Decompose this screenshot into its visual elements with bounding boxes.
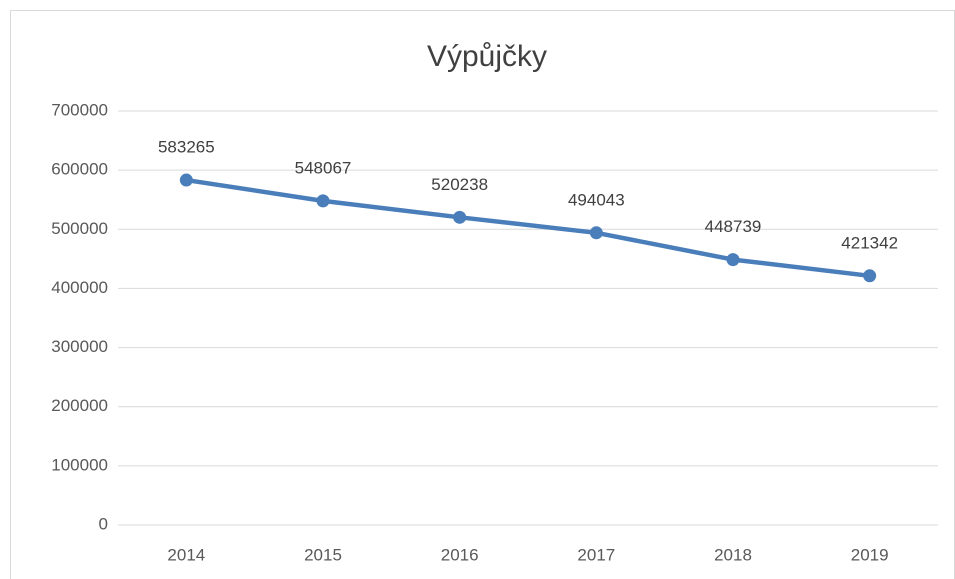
point (726, 253, 740, 267)
data-label: 448739 (705, 217, 762, 236)
point (453, 210, 467, 224)
y-tick-label: 0 (99, 514, 108, 533)
chart-title: Výpůjčky (427, 40, 547, 73)
x-tick-label: 2018 (714, 545, 752, 564)
y-tick-label: 400000 (51, 278, 108, 297)
data-label: 548067 (295, 158, 352, 177)
data-label: 520238 (431, 175, 488, 194)
point (179, 173, 193, 187)
point (863, 269, 877, 283)
data-label: 494043 (568, 190, 625, 209)
point (316, 194, 330, 208)
data-label: 421342 (841, 233, 898, 252)
y-tick-label: 500000 (51, 219, 108, 238)
x-tick-label: 2019 (851, 545, 889, 564)
y-tick-label: 300000 (51, 337, 108, 356)
chart-border (10, 10, 955, 579)
point (589, 226, 603, 240)
x-tick-label: 2015 (304, 545, 342, 564)
data-label: 583265 (158, 138, 215, 157)
x-tick-label: 2017 (577, 545, 615, 564)
y-tick-label: 700000 (51, 100, 108, 119)
y-tick-label: 100000 (51, 455, 108, 474)
line (185, 177, 870, 279)
x-tick-label: 2016 (441, 545, 479, 564)
y-tick-label: 200000 (51, 396, 108, 415)
x-tick-label: 2014 (167, 545, 205, 564)
y-tick-label: 600000 (51, 160, 108, 179)
